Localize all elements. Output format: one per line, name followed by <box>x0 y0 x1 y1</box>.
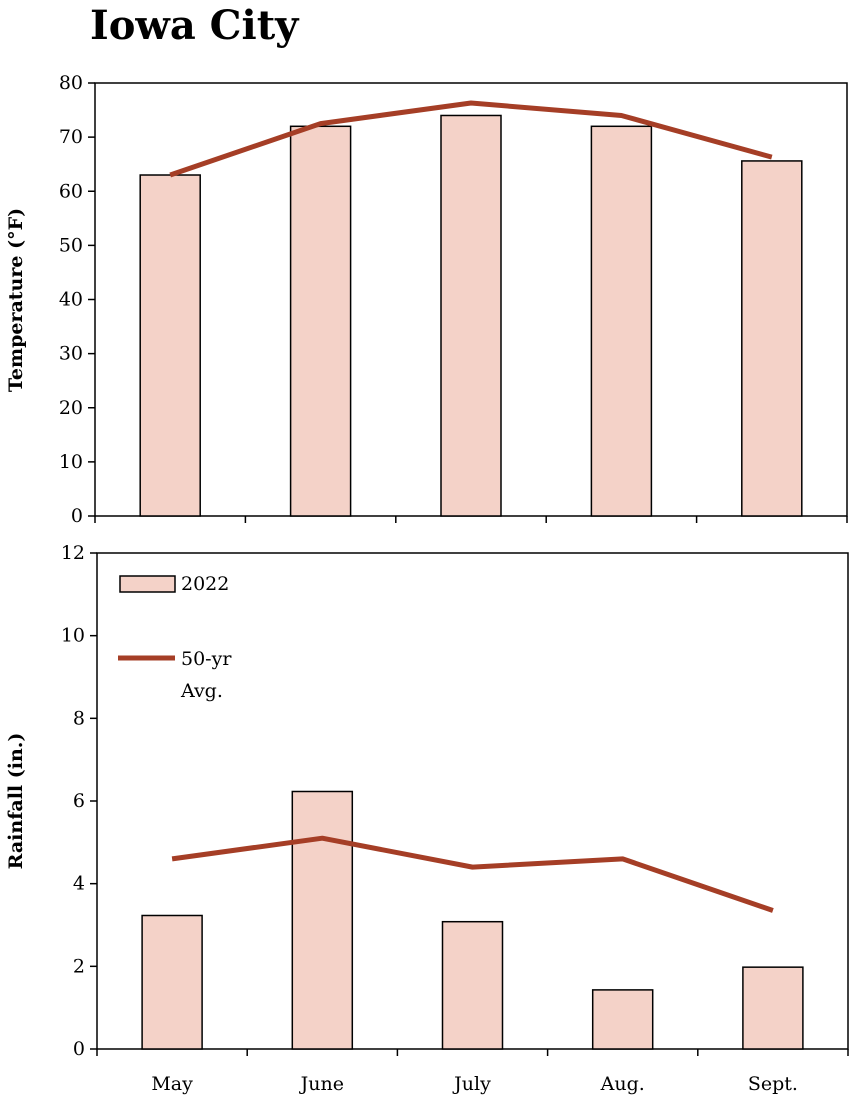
rain-x-tick-label: July <box>452 1073 491 1095</box>
legend-bar-label: 2022 <box>181 573 229 595</box>
temp-y-tick-label: 20 <box>59 397 83 419</box>
rain-avg-line <box>171 835 774 913</box>
rainfall-chart: 0 2 4 6 8 10 12 Rainfall (in.) May June July Aug. Se… <box>5 542 849 1095</box>
rain-y-tick-label: 4 <box>73 873 85 895</box>
temp-y-tick-label: 70 <box>59 126 83 148</box>
rain-x-tick-label: Sept. <box>748 1073 798 1095</box>
rain-y-tick-label: 0 <box>73 1038 85 1060</box>
temp-y-tick-label: 60 <box>59 180 83 202</box>
temp-y-tick-label: 50 <box>59 234 83 256</box>
rain-x-tick-label: Aug. <box>600 1073 645 1095</box>
temp-y-tick-label: 0 <box>71 505 83 527</box>
rain-bar-4 <box>591 989 654 1050</box>
temp-y-tick-label: 30 <box>59 343 83 365</box>
legend-line-label-2: Avg. <box>180 680 223 702</box>
temp-bar-5 <box>741 160 803 517</box>
rain-y-tick-label: 2 <box>73 955 85 977</box>
temp-bar-2 <box>289 125 352 517</box>
rain-bar-5 <box>742 966 804 1050</box>
rain-y-axis-title: Rainfall (in.) <box>5 733 27 870</box>
rain-y-tick-label: 6 <box>73 790 85 812</box>
rain-bar-2 <box>291 790 354 1050</box>
temp-y-tick-label: 10 <box>59 451 83 473</box>
rain-y-tick-label: 12 <box>61 542 85 564</box>
temp-bar-4 <box>590 125 653 517</box>
temp-y-axis-title: Temperature (°F) <box>5 208 27 392</box>
temp-bar-1 <box>139 174 201 517</box>
rain-y-tick-label: 10 <box>61 625 85 647</box>
temp-bar-3 <box>440 114 502 517</box>
rain-y-tick-label: 8 <box>73 707 85 729</box>
rain-x-tick-label: May <box>151 1073 193 1095</box>
rain-bar-3 <box>441 920 504 1050</box>
legend: 2022 50-yr Avg. <box>118 573 232 702</box>
legend-line-label: 50-yr <box>181 648 232 670</box>
page-title: Iowa City <box>90 2 299 49</box>
legend-bar-swatch <box>119 575 176 593</box>
temp-y-tick-label: 80 <box>59 72 83 94</box>
temp-y-tick-label: 40 <box>59 289 83 311</box>
rain-bar-1 <box>141 914 203 1050</box>
temperature-chart: 0 10 20 30 40 50 60 70 80 Temperature (°F) <box>5 72 848 527</box>
rain-x-tick-label: June <box>299 1073 344 1095</box>
